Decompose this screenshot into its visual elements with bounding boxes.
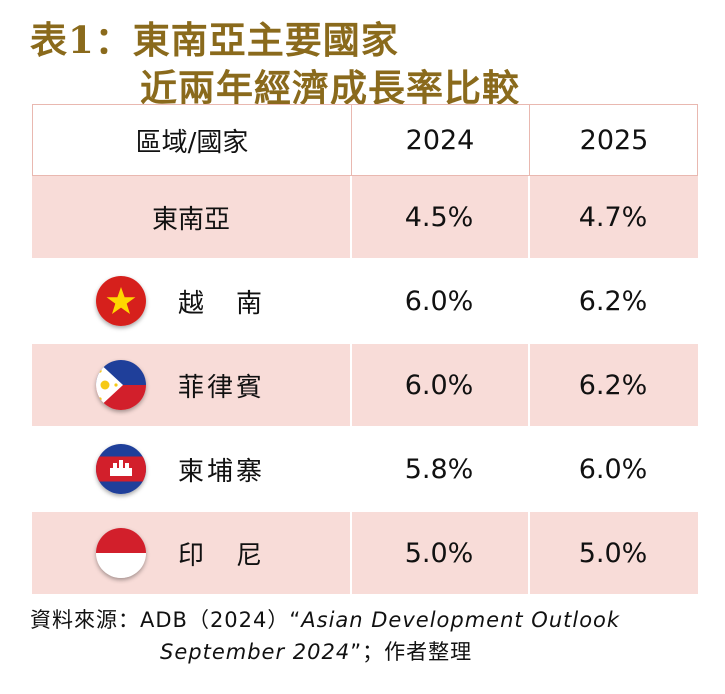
title-line-2: 近兩年經濟成長率比較 (140, 66, 520, 110)
source-note-line2: September 2024”；作者整理 (160, 636, 472, 666)
header-region: 區域/國家 (135, 127, 249, 158)
value-2025: 4.7% (578, 201, 648, 233)
value-2025: 6.2% (578, 369, 648, 401)
country-name: 菲律賓 (178, 372, 266, 403)
table-row: 柬埔寨 5.8% 6.0% (32, 428, 698, 510)
table-header: 區域/國家 2024 2025 (32, 104, 698, 177)
country-name: 印 尼 (178, 540, 266, 571)
value-2025: 6.2% (578, 285, 648, 317)
vietnam-flag-icon (96, 276, 146, 326)
value-2025: 6.0% (578, 453, 648, 485)
value-2024: 6.0% (404, 369, 474, 401)
table-row: 東南亞 4.5% 4.7% (32, 176, 698, 258)
philippines-flag-icon (96, 360, 146, 410)
value-2025: 5.0% (578, 537, 648, 569)
table-row: 印 尼 5.0% 5.0% (32, 512, 698, 594)
value-2024: 5.8% (404, 453, 474, 485)
region-name: 東南亞 (151, 204, 230, 235)
table-row: 菲律賓 6.0% 6.2% (32, 344, 698, 426)
country-name: 越 南 (178, 288, 266, 319)
title-line-1: 表1：東南亞主要國家 (30, 18, 399, 62)
header-2025: 2025 (579, 124, 649, 156)
header-2024: 2024 (405, 124, 475, 156)
cambodia-flag-icon (96, 444, 146, 494)
source-title-line1: Asian Development Outlook (301, 608, 621, 632)
value-2024: 4.5% (404, 201, 474, 233)
source-suffix: ”；作者整理 (350, 640, 473, 664)
table-row: 越 南 6.0% 6.2% (32, 260, 698, 342)
growth-table: 區域/國家 2024 2025 東南亞 4.5% 4.7% 越 南 6.0% 6… (32, 104, 698, 597)
indonesia-flag-icon (96, 528, 146, 578)
value-2024: 6.0% (404, 285, 474, 317)
source-title-line2: September 2024 (160, 640, 351, 664)
source-prefix: 資料來源：ADB（2024）“ (30, 608, 302, 632)
country-name: 柬埔寨 (178, 456, 266, 487)
source-note: 資料來源：ADB（2024）“Asian Development Outlook (30, 604, 620, 634)
value-2024: 5.0% (404, 537, 474, 569)
